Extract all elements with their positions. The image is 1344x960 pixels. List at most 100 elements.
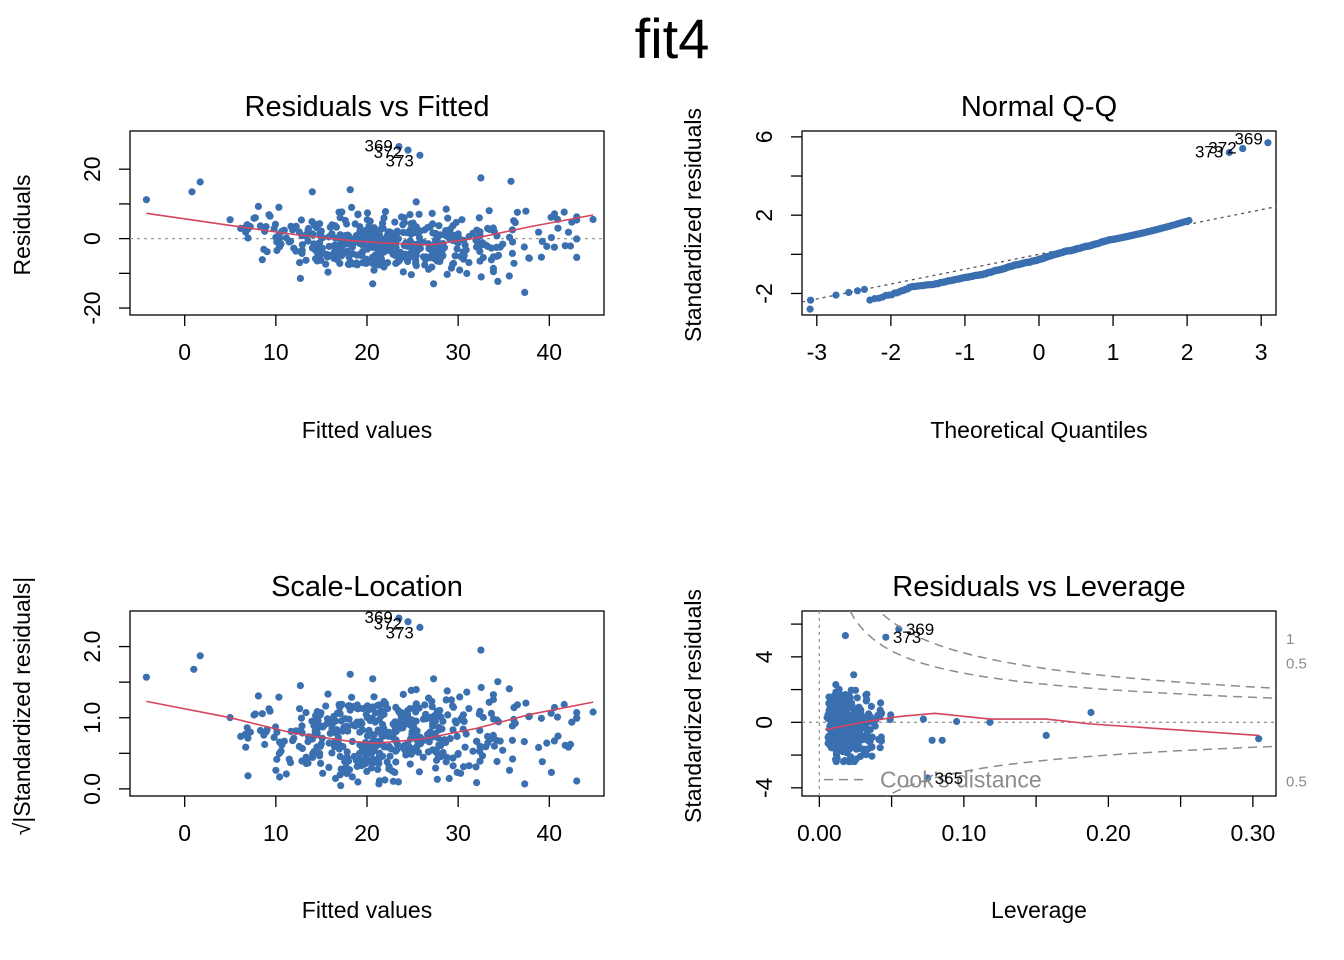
data-point: [372, 256, 380, 264]
data-point: [839, 758, 848, 766]
data-point: [296, 682, 304, 690]
data-point: [537, 714, 546, 722]
data-point: [1225, 148, 1233, 157]
data-point: [473, 779, 481, 787]
data-point: [451, 252, 459, 260]
data-point: [370, 229, 378, 237]
data-point: [325, 739, 333, 747]
data-point: [458, 216, 466, 224]
data-point: [573, 235, 581, 243]
data-point: [416, 623, 424, 632]
data-point: [399, 690, 407, 699]
data-point: [508, 736, 516, 744]
data-point: [336, 259, 344, 267]
data-point: [338, 208, 346, 216]
data-point: [352, 232, 360, 240]
data-point: [850, 671, 858, 679]
data-point: [261, 740, 269, 749]
data-point: [375, 247, 383, 255]
data-point: [489, 691, 497, 699]
panel-normal-qq: Normal Q-Q Theoretical Quantiles Standar…: [680, 91, 1277, 443]
data-point: [363, 767, 371, 776]
data-point: [443, 753, 451, 762]
data-point: [566, 242, 575, 250]
data-point: [328, 221, 336, 229]
data-point: [317, 227, 325, 235]
data-point: [853, 694, 861, 702]
data-point: [297, 714, 305, 722]
data-point: [404, 618, 412, 626]
data-point: [432, 746, 440, 754]
data-point: [443, 231, 451, 239]
data-point: [463, 688, 471, 696]
data-point: [393, 229, 401, 237]
data-point: [430, 252, 438, 260]
data-point: [564, 228, 573, 236]
data-point: [560, 208, 568, 216]
data-point: [513, 208, 522, 216]
data-point: [422, 255, 430, 263]
x-tick-label: 0.30: [1230, 820, 1275, 846]
data-point: [366, 258, 374, 266]
data-point: [538, 758, 546, 766]
data-point: [510, 259, 518, 267]
data-point: [953, 717, 961, 726]
x-tick-label: 20: [354, 339, 380, 365]
x-tick-label: 20: [354, 820, 380, 846]
data-point: [336, 710, 344, 718]
data-point: [394, 778, 402, 786]
data-point: [428, 703, 436, 711]
panel-title: Residuals vs Fitted: [245, 91, 490, 123]
figure-title: fit4: [635, 7, 710, 70]
data-point: [298, 241, 306, 249]
y-tick-label: 2: [751, 209, 777, 222]
data-point: [510, 704, 518, 712]
data-point: [244, 772, 252, 780]
cooks-legend-label: Cook's distance: [880, 767, 1042, 793]
panel-title: Normal Q-Q: [961, 91, 1117, 123]
data-point: [395, 143, 403, 151]
data-point: [564, 743, 573, 751]
point-label: 369: [365, 608, 393, 627]
data-point: [462, 730, 470, 738]
data-point: [834, 690, 842, 698]
data-point: [365, 726, 373, 735]
data-point: [848, 731, 856, 739]
data-point: [276, 243, 284, 251]
data-point: [846, 712, 854, 720]
data-point: [375, 235, 384, 243]
plot-area: [802, 139, 1276, 313]
data-point: [463, 269, 471, 278]
plot-area: [130, 143, 604, 296]
data-point: [251, 214, 259, 222]
data-point: [449, 726, 457, 734]
data-point: [478, 752, 487, 760]
data-point: [535, 743, 543, 752]
data-point: [328, 749, 336, 757]
data-point: [353, 718, 361, 726]
data-point: [494, 277, 502, 285]
data-point: [369, 280, 377, 288]
data-point: [302, 256, 310, 264]
y-axis-label: Standardized residuals: [680, 108, 706, 342]
data-point: [453, 245, 461, 253]
panel-title: Scale-Location: [271, 571, 463, 603]
data-point: [302, 709, 310, 717]
data-point: [354, 778, 362, 786]
data-point: [416, 244, 424, 253]
data-point: [359, 259, 367, 267]
data-point: [308, 717, 316, 725]
data-point: [331, 743, 339, 751]
data-point: [1239, 145, 1247, 153]
x-tick-label: 1: [1107, 339, 1120, 365]
data-point: [1255, 735, 1263, 743]
y-tick-label: 0.0: [79, 773, 105, 805]
data-point: [336, 752, 344, 761]
data-point: [866, 713, 875, 721]
data-point: [832, 681, 840, 689]
data-point: [505, 685, 513, 693]
data-point: [433, 775, 441, 783]
data-point: [437, 742, 445, 750]
data-point: [296, 259, 304, 267]
